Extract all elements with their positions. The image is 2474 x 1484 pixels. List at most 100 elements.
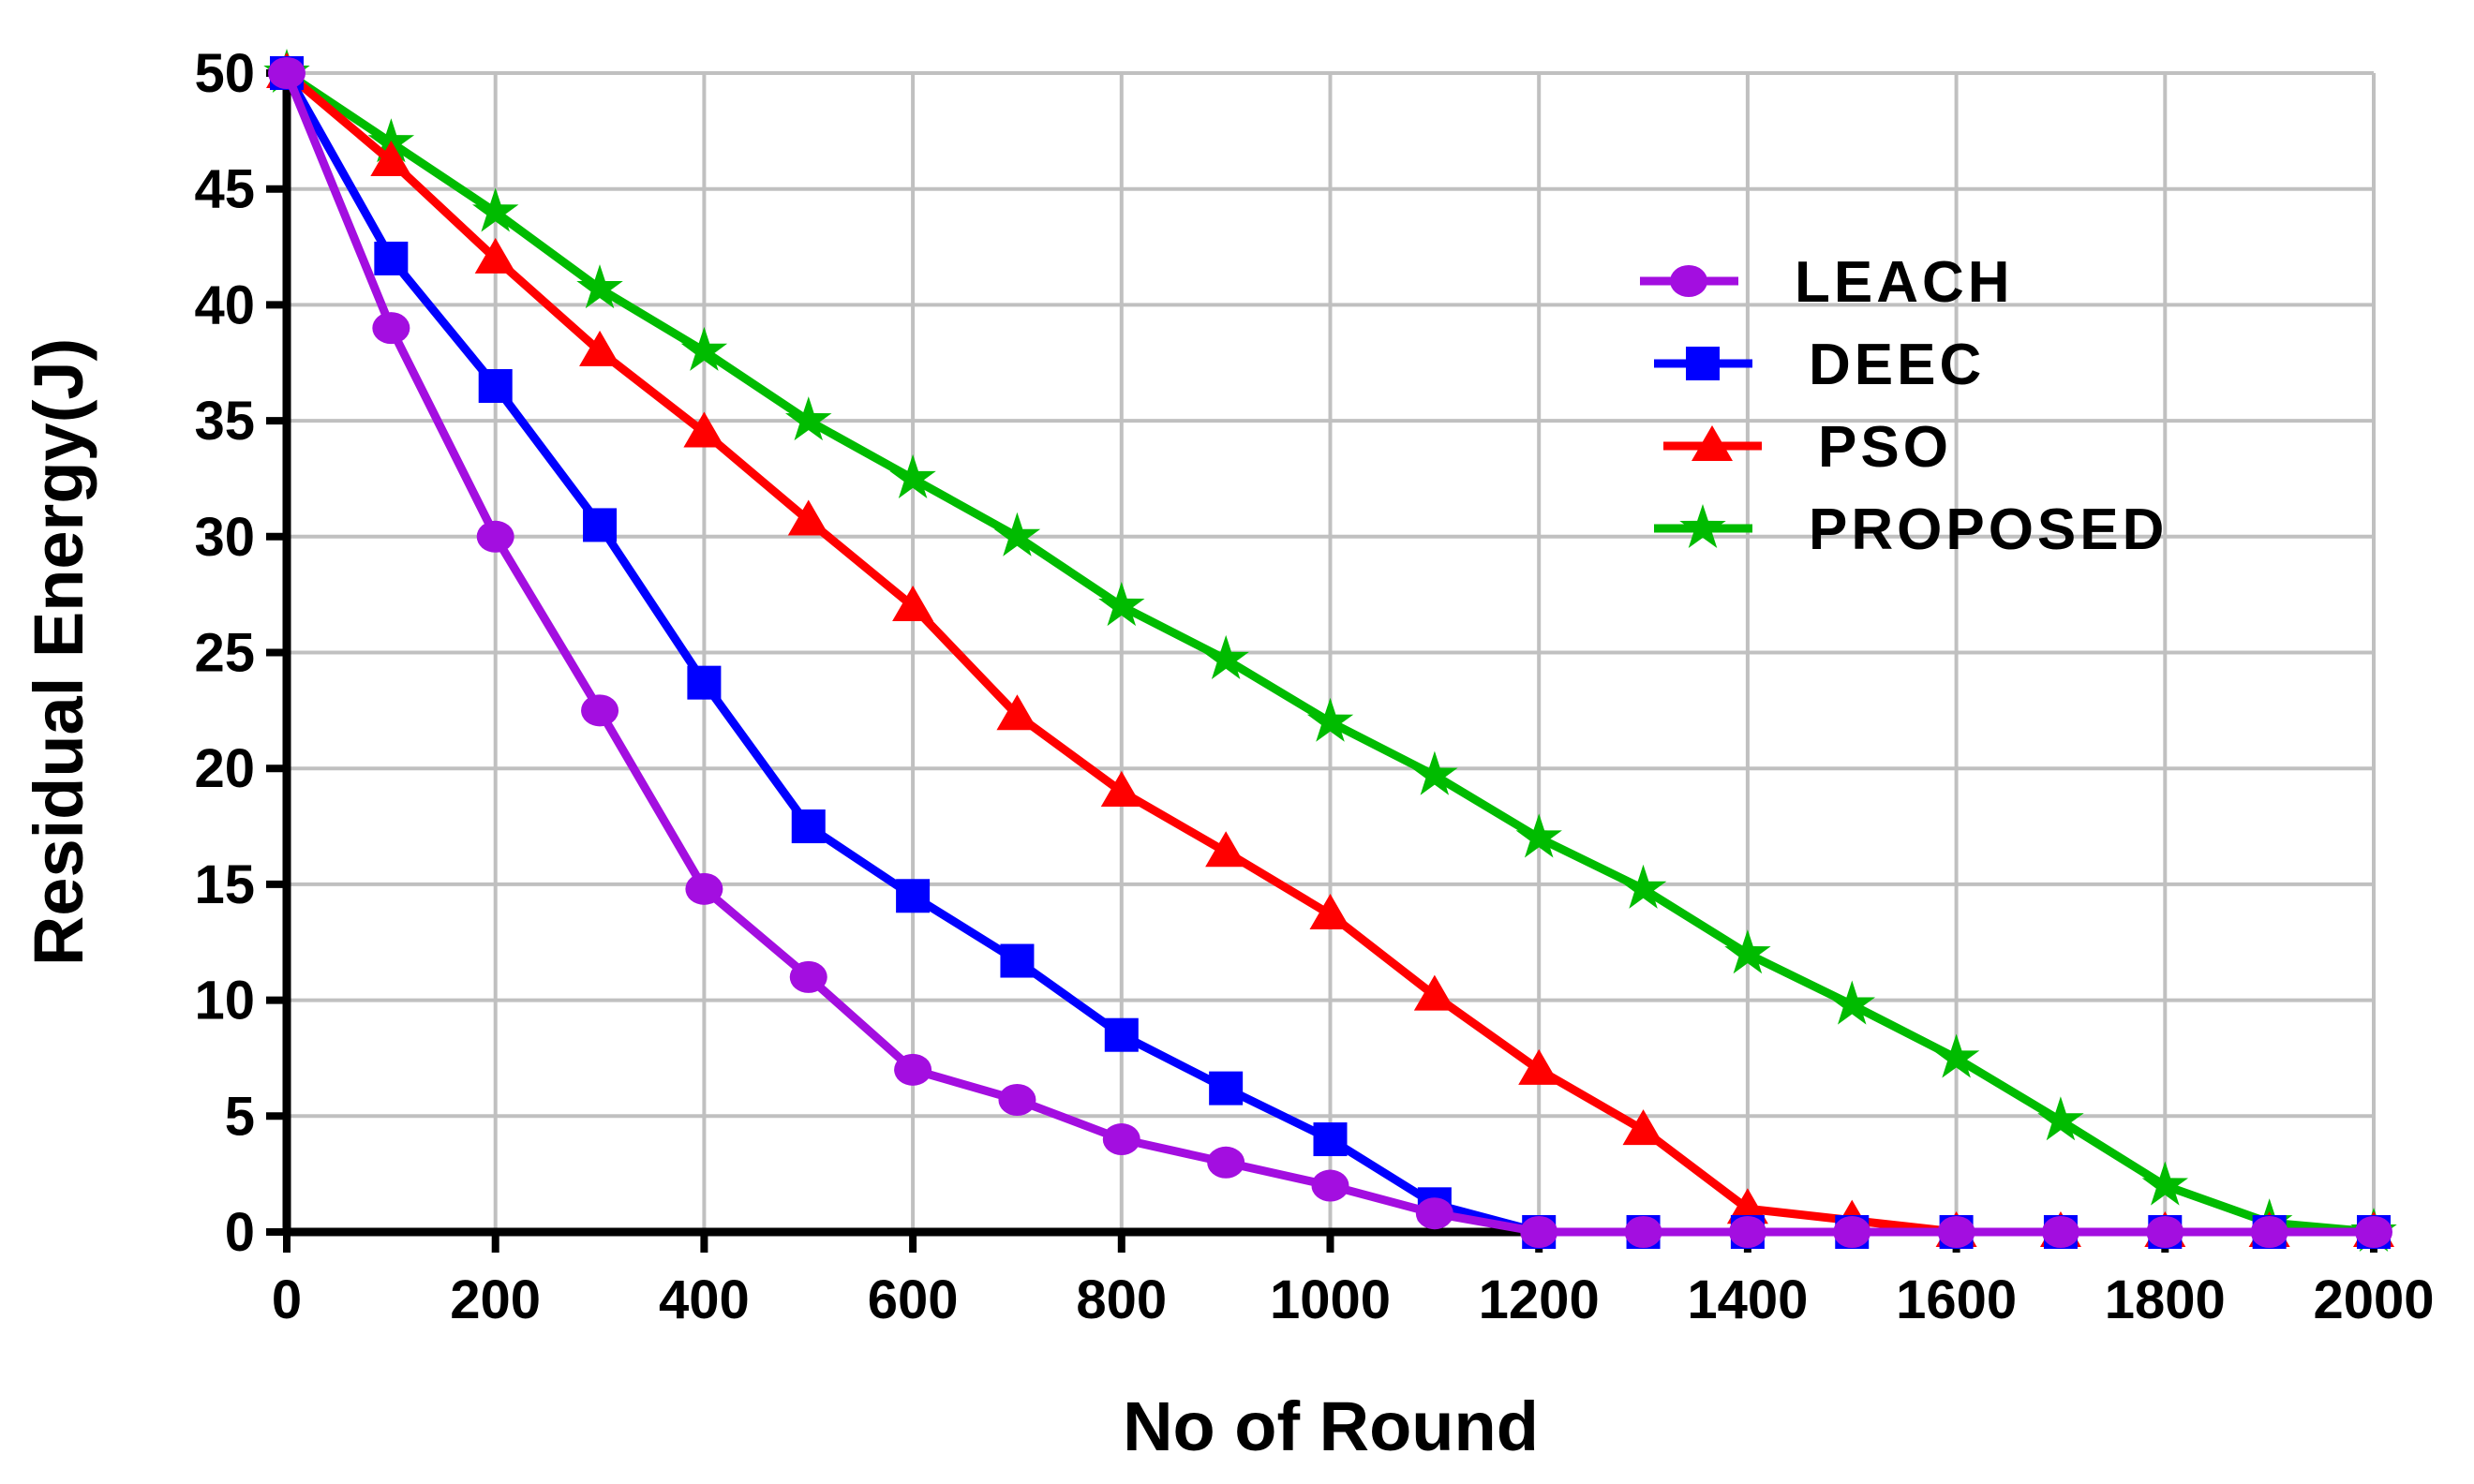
data-point	[1833, 1216, 1871, 1248]
data-point	[1937, 1216, 1975, 1248]
data-point	[1411, 750, 1458, 795]
data-point	[787, 499, 829, 536]
x-tick-label: 1200	[1479, 1269, 1600, 1330]
data-point	[583, 508, 618, 542]
x-tick-label: 600	[868, 1269, 959, 1330]
x-tick-label: 400	[659, 1269, 750, 1330]
x-axis-title: No of Round	[1123, 1388, 1539, 1465]
x-tick-label: 200	[450, 1269, 541, 1330]
legend-item: PROPOSED	[1654, 497, 2168, 562]
data-point	[1520, 1216, 1558, 1248]
data-point	[1932, 1033, 1980, 1078]
data-point	[2146, 1216, 2184, 1248]
data-point	[372, 312, 410, 345]
data-point	[367, 118, 415, 163]
y-axis-title: Residual Energy(J)	[20, 338, 97, 966]
data-point	[1728, 1216, 1766, 1248]
data-point	[2041, 1216, 2079, 1248]
data-point	[791, 809, 826, 844]
data-point	[1209, 1071, 1244, 1106]
y-tick-label: 5	[225, 1086, 255, 1147]
data-point	[1000, 943, 1035, 978]
data-point	[998, 1083, 1036, 1116]
legend-label: DEEC	[1809, 333, 1985, 397]
data-point	[2250, 1216, 2288, 1248]
x-tick-label: 0	[272, 1269, 302, 1330]
series-group	[263, 49, 2397, 1252]
data-point	[1726, 1188, 1768, 1224]
data-point	[478, 368, 513, 403]
legend-marker	[1692, 425, 1733, 461]
data-point	[1102, 1123, 1140, 1156]
data-point	[2141, 1161, 2188, 1206]
y-tick-label: 20	[194, 738, 255, 799]
data-point	[2037, 1096, 2084, 1141]
legend-label: PSO	[1818, 415, 1952, 480]
data-point	[268, 57, 306, 89]
data-point	[1515, 813, 1562, 858]
x-tick-label: 1400	[1687, 1269, 1808, 1330]
data-point	[1202, 634, 1249, 679]
data-point	[785, 396, 832, 441]
data-point	[1311, 1169, 1349, 1202]
legend-label: PROPOSED	[1809, 497, 2168, 562]
data-point	[1413, 974, 1455, 1011]
data-point	[789, 960, 827, 993]
legend-marker	[1679, 504, 1726, 548]
data-point	[1309, 894, 1351, 930]
data-point	[1100, 770, 1142, 807]
data-point	[474, 237, 516, 274]
data-point	[889, 453, 936, 498]
data-point	[579, 330, 621, 366]
data-point	[680, 326, 728, 371]
legend-marker	[1686, 347, 1720, 380]
y-tick-label: 30	[194, 507, 255, 568]
data-point	[472, 187, 519, 232]
data-point	[894, 1053, 932, 1086]
y-tick-label: 35	[194, 391, 255, 452]
data-point	[685, 872, 723, 905]
data-point	[1205, 831, 1247, 868]
x-tick-label: 1600	[1896, 1269, 2017, 1330]
data-point	[993, 512, 1041, 556]
data-point	[892, 586, 934, 622]
data-point	[476, 520, 514, 553]
x-tick-label: 1800	[2105, 1269, 2226, 1330]
y-tick-label: 25	[194, 623, 255, 684]
data-point	[370, 141, 412, 177]
data-point	[1306, 697, 1354, 742]
grid	[285, 71, 2376, 1234]
data-point	[1624, 1216, 1662, 1248]
data-point	[1518, 1048, 1560, 1085]
data-point	[1313, 1122, 1348, 1157]
data-point	[1828, 980, 1875, 1025]
x-tick-label: 2000	[2313, 1269, 2434, 1330]
y-tick-label: 40	[194, 275, 255, 335]
data-point	[1207, 1146, 1245, 1179]
data-point	[1415, 1197, 1453, 1230]
data-point	[581, 694, 619, 727]
y-tick-label: 50	[194, 43, 255, 104]
data-point	[1619, 864, 1667, 909]
data-point	[1104, 1017, 1139, 1052]
y-tick-label: 10	[194, 971, 255, 1031]
x-tick-label: 1000	[1270, 1269, 1391, 1330]
y-tick-label: 45	[194, 159, 255, 220]
y-tick-label: 15	[194, 854, 255, 915]
y-tick-label: 0	[225, 1202, 255, 1263]
data-point	[896, 879, 931, 913]
legend-label: LEACH	[1795, 250, 2014, 315]
data-point	[1724, 929, 1771, 974]
data-point	[996, 694, 1038, 731]
data-point	[1622, 1109, 1664, 1146]
legend: LEACH DEEC PSO PROPOSED	[1640, 250, 2168, 562]
data-point	[576, 264, 623, 309]
data-point	[1098, 582, 1145, 627]
legend-item: PSO	[1663, 415, 1952, 480]
x-tick-label: 800	[1076, 1269, 1167, 1330]
data-point	[687, 665, 722, 700]
data-point	[683, 411, 725, 448]
legend-marker	[1670, 265, 1707, 297]
legend-item: LEACH	[1640, 250, 2014, 315]
